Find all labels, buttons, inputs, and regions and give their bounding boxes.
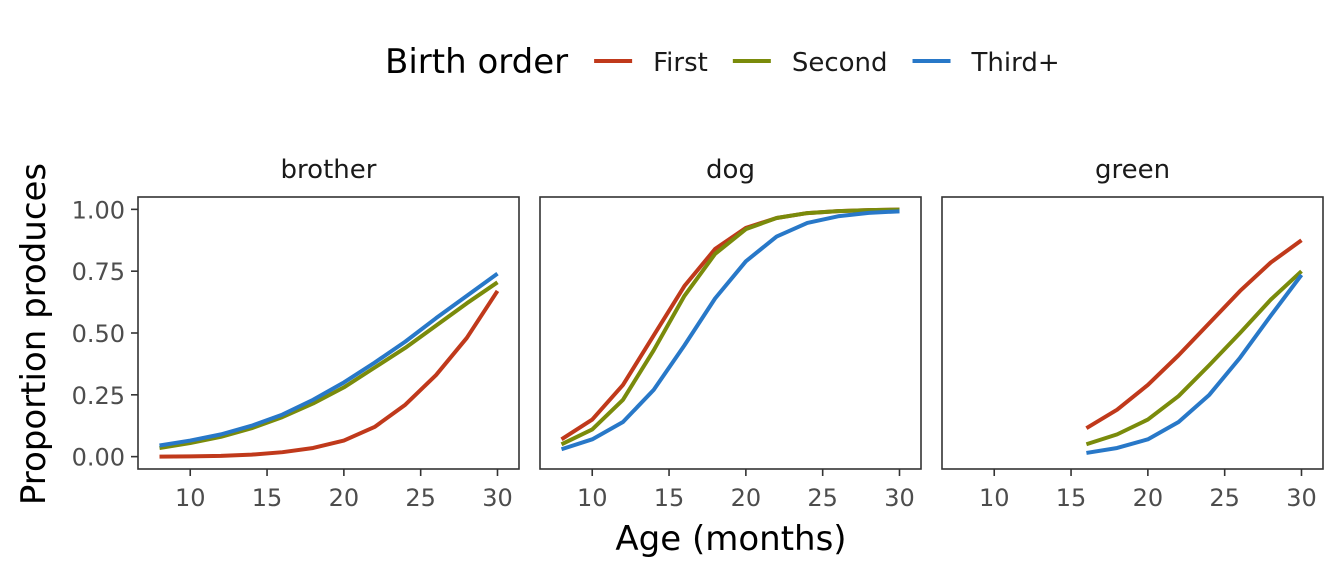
y-tick-label: 0.75 — [72, 258, 125, 286]
panel-brother: brother 10 15 20 25 30 0.00 0.25 0.50 0.75 1.00 — [72, 155, 520, 512]
x-tick-label: 25 — [1209, 484, 1240, 512]
x-tick-label: 15 — [1056, 484, 1087, 512]
x-tick-label: 20 — [731, 484, 762, 512]
x-tick-label: 30 — [884, 484, 915, 512]
x-axis-title: Age (months) — [615, 519, 846, 559]
panel-border — [539, 196, 922, 470]
panel-title: brother — [281, 155, 377, 185]
series-line-second — [1085, 269, 1303, 447]
panel-title: green — [1095, 155, 1170, 185]
series-line-third — [159, 272, 499, 448]
y-tick-label: 0.50 — [72, 320, 125, 348]
x-tick-label: 15 — [654, 484, 685, 512]
series-line-second — [159, 280, 499, 450]
legend: Birth order First Second Third+ — [385, 42, 1060, 82]
y-axis-title: Proportion produces — [14, 163, 54, 505]
x-tick-label: 30 — [1286, 484, 1317, 512]
legend-label: Second — [792, 48, 888, 78]
x-tick-label: 30 — [482, 484, 513, 512]
legend-item-second: Second — [732, 48, 888, 78]
x-tick-label: 20 — [1133, 484, 1164, 512]
panel-green: green 10 15 20 25 30 — [941, 155, 1324, 512]
x-tick-label: 10 — [577, 484, 608, 512]
legend-title: Birth order — [385, 42, 568, 82]
y-tick-label: 0.25 — [72, 382, 125, 410]
panel-background — [138, 197, 519, 469]
series-line-first — [159, 289, 500, 459]
series-line-first — [1085, 238, 1303, 430]
panels: brother 10 15 20 25 30 0.00 0.25 0.50 0.75 1.00 dog… — [72, 155, 1324, 512]
legend-item-first: First — [594, 48, 708, 78]
panel-dog: dog 10 15 20 25 30 — [539, 155, 922, 512]
legend-item-third: Third+ — [912, 48, 1060, 78]
x-tick-label: 20 — [329, 484, 360, 512]
legend-label: Third+ — [971, 48, 1060, 78]
x-tick-label: 10 — [979, 484, 1010, 512]
legend-label: First — [653, 48, 708, 78]
y-tick-label: 0.00 — [72, 444, 125, 472]
x-tick-label: 25 — [807, 484, 838, 512]
series-line-second — [560, 207, 900, 447]
series-line-third — [560, 209, 900, 452]
x-tick-label: 10 — [175, 484, 206, 512]
panel-border — [941, 196, 1324, 470]
x-tick-label: 25 — [405, 484, 436, 512]
series-line-third — [1086, 273, 1304, 455]
y-tick-label: 1.00 — [72, 196, 125, 224]
x-tick-label: 15 — [252, 484, 283, 512]
panel-title: dog — [706, 155, 755, 185]
